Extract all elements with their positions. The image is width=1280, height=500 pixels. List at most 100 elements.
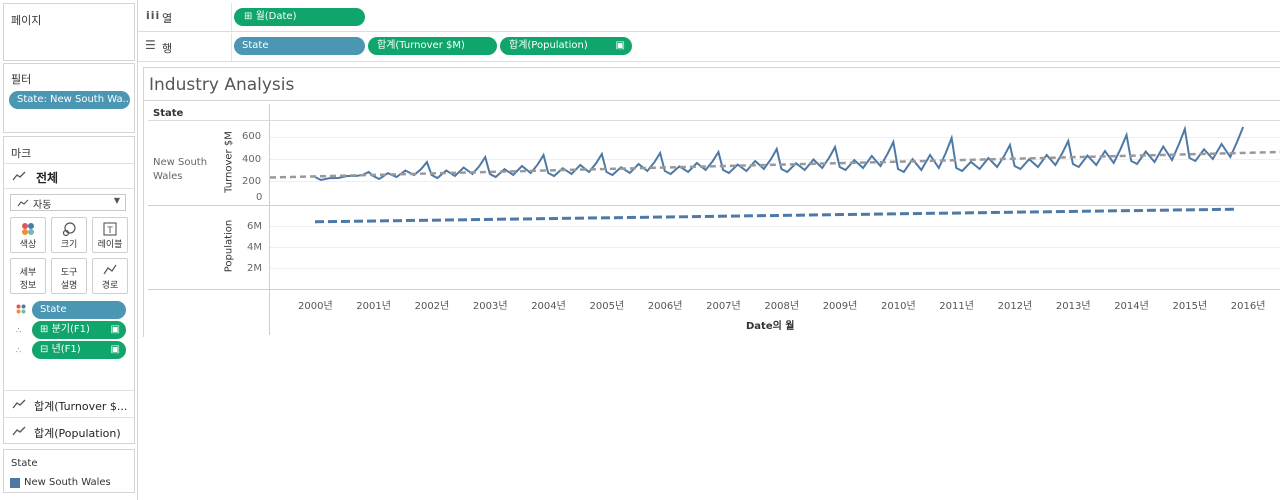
size-button[interactable]: 크기	[51, 217, 87, 253]
columns-label: 열	[162, 12, 173, 25]
row-pill-state[interactable]: State	[234, 37, 365, 55]
field-pill-year[interactable]: ⊟ 년(F1) ▣	[32, 341, 126, 359]
measure-card-population[interactable]: 합계(Population)	[4, 417, 134, 444]
legend-swatch[interactable]	[10, 478, 20, 488]
turnover-tick: 0	[256, 192, 263, 203]
rows-shelf: ☰ 행 State 합계(Turnover $M) 합계(Population)…	[138, 33, 1280, 62]
legend-card: State New South Wales	[3, 449, 135, 493]
color-dots-icon	[22, 223, 34, 235]
chevron-down-icon: ▼	[113, 196, 120, 205]
turnover-tick: 400	[242, 154, 262, 165]
turnover-tick: 200	[242, 176, 262, 187]
x-axis-tick: 2011년	[939, 301, 974, 312]
rows-icon: ☰	[145, 38, 156, 52]
color-dots-icon	[16, 304, 26, 314]
field-pill-state[interactable]: State	[32, 301, 126, 319]
data-source-icon: ▣	[110, 344, 120, 355]
turnover-trend-line	[270, 150, 1280, 179]
detail-dots-icon: ∴	[16, 326, 22, 335]
population-axis-label: Population	[223, 219, 235, 273]
x-axis-tick: 2015년	[1172, 301, 1208, 312]
x-axis-tick: 2008년	[764, 301, 800, 312]
gridline	[270, 247, 1280, 248]
label-button[interactable]: T 레이블	[92, 217, 128, 253]
marks-all-tab[interactable]: 전체	[4, 163, 134, 189]
filter-pill-state[interactable]: State: New South Wa..	[9, 91, 130, 109]
columns-icon: iii	[146, 9, 161, 22]
line-mark-icon	[12, 399, 26, 409]
view-container	[143, 67, 1280, 337]
label-label: 레이블	[97, 240, 123, 250]
shelf-divider	[231, 33, 232, 61]
x-axis-title: Date의 월	[746, 321, 795, 332]
mark-type-dropdown[interactable]: 자동 ▼	[10, 194, 126, 211]
filters-title: 필터	[11, 73, 32, 86]
data-source-icon: ▣	[110, 324, 120, 335]
turnover-axis-label: Turnover $M	[223, 131, 235, 193]
x-axis-tick: 2012년	[997, 301, 1033, 312]
shelf-divider	[231, 3, 232, 31]
gridline	[270, 181, 1280, 182]
rows-label: 행	[162, 42, 173, 55]
pane-separator	[148, 205, 1280, 206]
header-rule	[148, 120, 1280, 121]
gridline	[270, 159, 1280, 160]
mark-type-value: 자동	[33, 200, 52, 211]
x-axis-tick: 2006년	[647, 301, 683, 312]
field-pill-quarter[interactable]: ⊞ 분기(F1) ▣	[32, 321, 126, 339]
svg-text:T: T	[106, 226, 113, 236]
marks-title: 마크	[11, 147, 32, 160]
tooltip-label-1: 도구	[60, 268, 78, 278]
measure-card-turnover[interactable]: 합계(Turnover $...	[4, 390, 134, 417]
column-pill-month-label: 월(Date)	[255, 11, 297, 22]
x-axis-tick: 2007년	[706, 301, 741, 312]
x-axis-tick: 2004년	[531, 301, 566, 312]
field-pill-year-label: 년(F1)	[51, 344, 81, 355]
axis-bottom-rule	[148, 289, 1280, 290]
gridline	[270, 268, 1280, 269]
legend-item-label[interactable]: New South Wales	[24, 477, 111, 488]
line-mark-icon	[17, 199, 29, 207]
tooltip-label-2: 설명	[60, 281, 78, 291]
pane-divider	[137, 0, 138, 500]
detail-button[interactable]: 세부 정보	[10, 258, 46, 294]
x-axis-tick: 2010년	[881, 301, 916, 312]
x-axis-tick: 2014년	[1114, 301, 1149, 312]
columns-shelf: iii 열 ⊞ 월(Date)	[138, 3, 1280, 32]
filters-card: 필터 State: New South Wa..	[3, 63, 135, 133]
row-pill-population[interactable]: 합계(Population) ▣	[500, 37, 632, 55]
color-button[interactable]: 색상	[10, 217, 46, 253]
measure-card-population-label: 합계(Population)	[34, 427, 121, 440]
detail-dots-icon: ∴	[16, 346, 22, 355]
legend-title: State	[11, 458, 38, 469]
row-pill-population-label: 합계(Population)	[509, 40, 588, 51]
color-label: 색상	[19, 240, 37, 250]
detail-label-1: 세부	[19, 268, 37, 278]
row-pill-turnover[interactable]: 합계(Turnover $M)	[368, 37, 497, 55]
row-header-title: State	[153, 108, 184, 119]
path-label: 경로	[101, 281, 119, 291]
x-axis-tick: 2000년	[298, 301, 333, 312]
row-value[interactable]: New South Wales	[153, 157, 208, 182]
x-axis-tick: 2016년	[1230, 301, 1266, 312]
title-underline	[143, 100, 1280, 101]
x-axis-tick: 2002년	[414, 301, 450, 312]
line-chart	[270, 125, 1280, 224]
column-pill-month[interactable]: ⊞ 월(Date)	[234, 8, 365, 26]
plus-box-icon: ⊞	[244, 11, 256, 22]
minus-box-icon: ⊟	[40, 344, 52, 355]
data-source-icon: ▣	[615, 40, 625, 51]
size-label: 크기	[60, 240, 78, 250]
marks-all-label: 전체	[36, 171, 59, 185]
field-pill-quarter-label: 분기(F1)	[51, 324, 90, 335]
population-tick: 6M	[247, 221, 262, 232]
pages-title: 페이지	[11, 14, 42, 27]
marks-card: 마크 전체 자동 ▼ 색상 크기 T 레이블 세부 정보 도구 설명 경로 St…	[3, 136, 135, 444]
path-button[interactable]: 경로	[92, 258, 128, 294]
population-tick: 2M	[247, 263, 262, 274]
population-series-line	[314, 207, 1235, 224]
tooltip-button[interactable]: 도구 설명	[51, 258, 87, 294]
y-axis-rule	[269, 104, 270, 335]
gridline	[270, 137, 1280, 138]
population-tick: 4M	[247, 242, 262, 253]
